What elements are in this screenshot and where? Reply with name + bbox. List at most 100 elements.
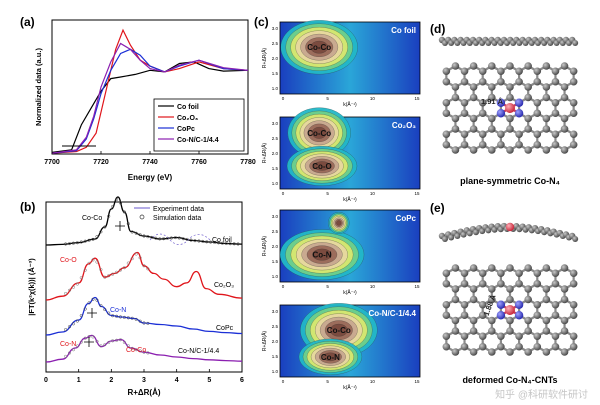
panel-c-maps: Co foil Co-Co 3.0 2.5 2.0 1.5 1.0 R+ΔR(Å) 0 5 10 15… (261, 20, 421, 391)
c-atom (533, 109, 542, 118)
c-atom (488, 83, 496, 91)
wavelet-xtick-label: 15 (414, 284, 420, 289)
legend-label-copc: CoPc (177, 126, 195, 133)
peak-marker-copc (87, 308, 97, 318)
c-atom (533, 332, 542, 341)
c-atom (551, 77, 560, 86)
c-atom (469, 125, 478, 133)
wavelet-ytick-label: 2.5 (272, 41, 279, 46)
c-atom (488, 316, 496, 325)
c-atom (451, 295, 460, 304)
panel-a-xlabel: Energy (eV) (128, 173, 173, 182)
c-atom (569, 279, 578, 288)
annotation-co-n-copc: Co-N (110, 307, 126, 314)
wavelet-ytick-label: 1.0 (272, 274, 279, 279)
simulation-point (169, 236, 173, 240)
c-atom (442, 279, 451, 288)
c-atom (533, 130, 542, 139)
wavelet-xtick-label: 10 (370, 379, 376, 384)
wavelet-ytick-label: 3.0 (272, 214, 279, 219)
simulation-point (115, 270, 119, 274)
c-atom (478, 67, 487, 76)
c-atom (560, 327, 569, 335)
c-atom (542, 146, 551, 154)
simulation-point (146, 235, 150, 239)
contour-ring (323, 352, 338, 362)
c-atom (460, 311, 469, 320)
simulation-point (205, 240, 209, 244)
wavelet-map-title: CoPc (396, 214, 417, 223)
c-atom (460, 98, 469, 107)
wavelet-bond-label: Co-N (312, 251, 331, 260)
c-atom (506, 295, 514, 304)
simulation-point (118, 338, 123, 342)
c-atom (542, 316, 551, 325)
simulation-point (67, 242, 72, 246)
simulation-point (232, 242, 236, 246)
simulation-point (122, 266, 126, 270)
c-atom (551, 300, 560, 309)
wavelet-ylabel: R+ΔR(Å) (261, 143, 268, 163)
panel-a-ylabel: Normalized data (a.u.) (34, 48, 43, 126)
c-atom (506, 327, 514, 335)
panel-b: (b) 0 1 2 3 4 5 6 R+ΔR(Å) |FT(k²χ(k))| (Å⁻³) E… (20, 196, 244, 397)
c-atom (560, 285, 569, 293)
panel-d-top-view: 1.91 Å (442, 62, 578, 154)
c-atom (506, 62, 514, 70)
c-atom (451, 83, 460, 91)
simulation-point (134, 348, 138, 352)
panel-d: (d) 1.91 Å plane-symmetric Co-N₄ (430, 22, 579, 186)
c-atom (497, 269, 505, 278)
c-atom (442, 77, 451, 86)
simulation-point (122, 315, 126, 319)
c-atom (524, 295, 532, 304)
panel-a-curves (51, 28, 249, 154)
exafs-series-co-foil (45, 196, 243, 246)
c-atom (469, 114, 478, 123)
simulation-point (99, 304, 103, 308)
panel-b-xtick-label: 1 (77, 377, 81, 384)
curve-label-co-nc: Co-N/C-1/4.4 (178, 348, 219, 355)
simulation-point (67, 351, 72, 355)
wavelet-map-copc: CoPc Co-N 3.0 2.5 2.0 1.5 1.0 R+ΔR(Å) 0 5 10 15 k(Å⁻… (261, 209, 421, 296)
c-atom (442, 269, 451, 278)
n-atom (496, 300, 506, 309)
panel-b-xtick-label: 2 (109, 377, 113, 384)
contour-ring (313, 161, 331, 171)
c-atom (560, 295, 569, 304)
simulation-point (142, 350, 146, 354)
simulation-point (79, 340, 83, 344)
annotation-co-o: Co-O (60, 257, 77, 264)
c-atom (551, 98, 560, 107)
simulation-point (126, 222, 130, 226)
c-atom (460, 269, 469, 278)
c-atom (542, 83, 551, 91)
c-atom (542, 125, 551, 133)
c-atom (460, 130, 469, 139)
wavelet-ytick-label: 1.5 (272, 71, 279, 76)
contour-ring (311, 126, 327, 139)
wavelet-ytick-label: 1.5 (272, 166, 279, 171)
c-atom (442, 342, 451, 351)
c-atom (569, 140, 578, 149)
n-atom (514, 311, 524, 320)
simulation-point (64, 354, 68, 358)
c-atom (524, 285, 532, 293)
c-atom (524, 62, 532, 70)
c-atom (542, 93, 551, 102)
wavelet-xtick-label: 5 (326, 96, 329, 101)
c-atom (469, 295, 478, 304)
panel-b-xlabel: R+ΔR(Å) (127, 388, 160, 397)
xanes-series-co2o3 (51, 28, 249, 154)
c-atom (478, 279, 487, 288)
simulation-point (122, 210, 126, 214)
wavelet-ytick-label: 3.0 (272, 26, 279, 31)
wavelet-xlabel: k(Å⁻¹) (343, 289, 357, 296)
c-atom (488, 285, 496, 293)
simulation-point (111, 339, 115, 343)
c-atom (569, 311, 578, 320)
c-atom (560, 125, 569, 133)
c-atom (469, 93, 478, 102)
wavelet-ylabel: R+ΔR(Å) (261, 48, 268, 68)
